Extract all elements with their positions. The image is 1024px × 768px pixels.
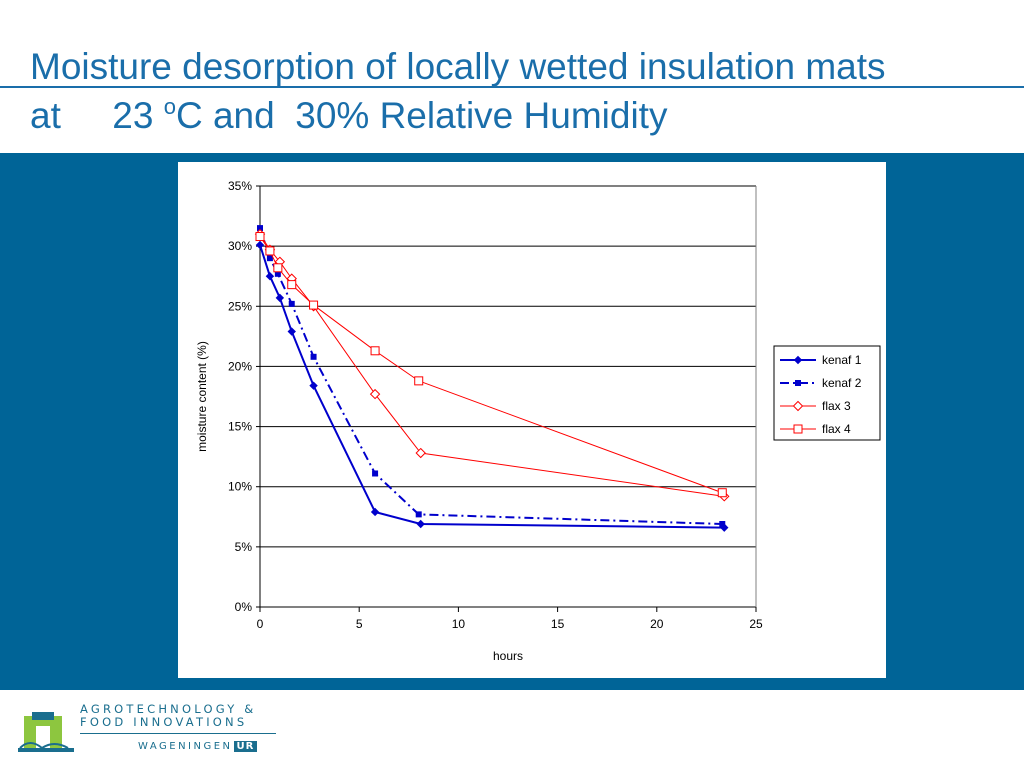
data-point-kenaf-2 bbox=[288, 300, 295, 307]
x-axis-label: hours bbox=[493, 649, 523, 663]
logo-line-2: FOOD INNOVATIONS bbox=[80, 715, 248, 729]
data-point-flax-3 bbox=[415, 447, 426, 459]
data-point-flax-3 bbox=[369, 388, 381, 400]
series-line-flax-4 bbox=[259, 236, 723, 494]
chart-panel: 0% 5% 10% 15% 20% 25% 30% 35% 0 5 10 15 20 25 hours moi… bbox=[178, 162, 886, 678]
x-tick-label: 5 bbox=[356, 617, 363, 631]
data-point-flax-4 bbox=[255, 232, 265, 242]
title-line-2-suffix: C and 30% Relative Humidity bbox=[175, 95, 668, 136]
series-line-kenaf-2 bbox=[259, 227, 723, 526]
data-point-kenaf-1 bbox=[255, 240, 265, 250]
footer: AGROTECHNOLOGY & FOOD INNOVATIONS WAGENI… bbox=[0, 690, 1024, 768]
logo-divider bbox=[80, 733, 276, 734]
title-divider bbox=[0, 86, 1024, 88]
degree-superscript: o bbox=[163, 94, 176, 119]
legend-box bbox=[773, 345, 881, 441]
logo-ur-badge: UR bbox=[233, 740, 258, 752]
series-line-kenaf-1 bbox=[259, 244, 725, 529]
title-area: Moisture desorption of locally wetted in… bbox=[0, 0, 1024, 153]
data-point-kenaf-1 bbox=[416, 519, 425, 529]
logo-subline: WAGENINGEN UR bbox=[138, 739, 258, 753]
x-tick-label: 10 bbox=[452, 617, 466, 631]
data-point-flax-4 bbox=[273, 263, 283, 273]
legend-label: flax 3 bbox=[822, 399, 851, 413]
wur-logo-icon bbox=[18, 712, 74, 752]
x-tick-label: 25 bbox=[749, 617, 763, 631]
logo-wordmark: AGROTECHNOLOGY & FOOD INNOVATIONS bbox=[80, 703, 256, 729]
moisture-chart: 0% 5% 10% 15% 20% 25% 30% 35% 0 5 10 15 20 25 hours moi… bbox=[195, 179, 881, 663]
y-tick-label: 30% bbox=[228, 239, 252, 253]
data-point-kenaf-1 bbox=[265, 272, 275, 281]
y-tick-label: 25% bbox=[228, 299, 252, 313]
legend-label: kenaf 1 bbox=[822, 353, 862, 367]
data-point-kenaf-1 bbox=[370, 507, 380, 517]
x-tick-label: 20 bbox=[650, 617, 664, 631]
data-point-kenaf-2 bbox=[415, 511, 422, 518]
x-tick-label: 0 bbox=[257, 617, 264, 631]
legend-label: flax 4 bbox=[822, 422, 851, 436]
logo-wageningen: WAGENINGEN bbox=[138, 740, 233, 752]
data-point-kenaf-2 bbox=[266, 255, 273, 262]
data-point-flax-4 bbox=[287, 280, 297, 290]
logo-line-1: AGROTECHNOLOGY & bbox=[80, 702, 257, 716]
y-tick-label: 20% bbox=[228, 359, 252, 373]
data-point-flax-4 bbox=[370, 346, 380, 356]
data-point-kenaf-2 bbox=[719, 521, 726, 528]
slide-title-line-1: Moisture desorption of locally wetted in… bbox=[30, 46, 886, 87]
y-tick-label: 15% bbox=[228, 420, 252, 434]
y-tick-label: 0% bbox=[235, 600, 253, 614]
slide-title-line-2: at 23 oC and 30% Relative Humidity bbox=[30, 96, 667, 136]
y-axis-label: moisture content (%) bbox=[195, 341, 209, 452]
data-point-kenaf-1 bbox=[287, 327, 296, 336]
legend-label: kenaf 2 bbox=[822, 376, 862, 390]
legend-marker bbox=[793, 355, 803, 365]
legend-marker bbox=[795, 380, 801, 386]
legend-marker bbox=[792, 400, 804, 412]
data-point-kenaf-1 bbox=[275, 293, 285, 303]
data-point-kenaf-2 bbox=[372, 470, 379, 477]
y-tick-label: 35% bbox=[228, 179, 252, 193]
data-point-flax-4 bbox=[717, 488, 727, 498]
data-point-flax-4 bbox=[414, 376, 424, 386]
data-point-flax-4 bbox=[265, 246, 275, 256]
series-line-flax-3 bbox=[259, 233, 725, 497]
legend-marker bbox=[793, 424, 803, 434]
data-point-flax-4 bbox=[309, 300, 319, 310]
y-tick-label: 5% bbox=[235, 540, 253, 554]
data-point-kenaf-2 bbox=[310, 353, 317, 360]
y-tick-label: 10% bbox=[228, 480, 252, 494]
data-point-kenaf-1 bbox=[309, 381, 318, 390]
title-line-2-prefix: at 23 bbox=[30, 95, 164, 136]
x-tick-label: 15 bbox=[551, 617, 565, 631]
